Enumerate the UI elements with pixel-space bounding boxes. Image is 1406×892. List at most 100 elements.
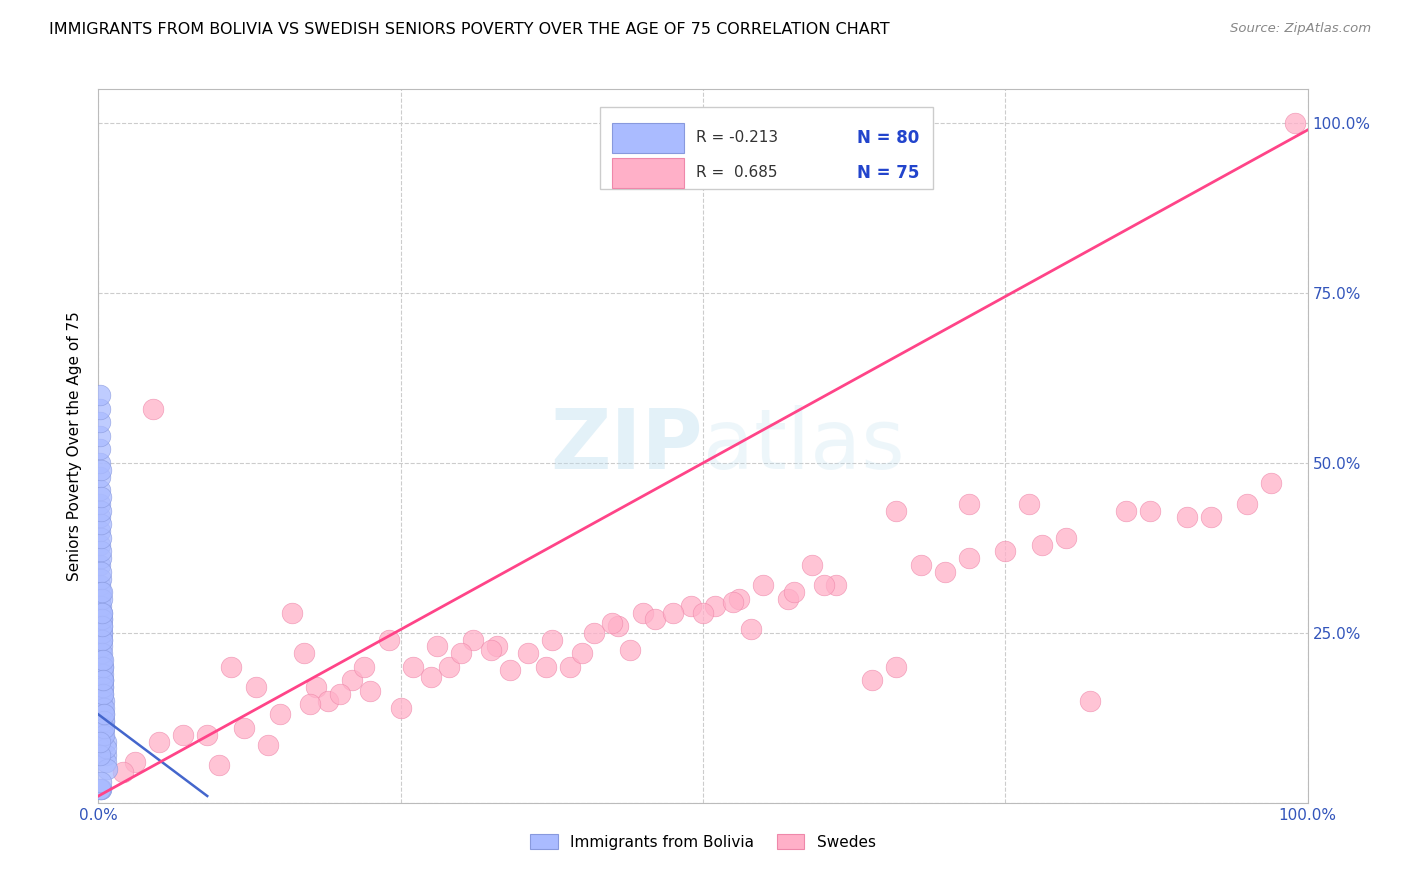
Point — [89, 578, 111, 592]
Point — [94, 734, 117, 748]
Point — [776, 591, 799, 606]
Point — [91, 591, 114, 606]
Point — [740, 623, 762, 637]
Point — [450, 646, 472, 660]
Point — [89, 388, 111, 402]
Text: R =  0.685: R = 0.685 — [696, 165, 778, 180]
Point — [498, 663, 520, 677]
Point — [90, 490, 112, 504]
Point — [89, 415, 111, 429]
Point — [93, 707, 115, 722]
Point — [94, 755, 117, 769]
Point — [111, 765, 134, 780]
Point — [90, 517, 112, 532]
Point — [90, 572, 112, 586]
Point — [89, 558, 111, 572]
Point — [299, 698, 322, 712]
Point — [463, 632, 485, 647]
FancyBboxPatch shape — [600, 107, 932, 189]
Point — [728, 591, 751, 606]
Point — [91, 646, 114, 660]
Point — [1284, 116, 1306, 130]
Point — [91, 666, 114, 681]
Point — [292, 646, 315, 660]
Point — [93, 707, 115, 722]
Point — [91, 728, 114, 742]
Point — [1054, 531, 1077, 545]
Point — [782, 585, 804, 599]
Point — [124, 755, 146, 769]
Point — [91, 687, 114, 701]
Point — [329, 687, 352, 701]
Point — [90, 646, 112, 660]
Point — [90, 544, 112, 558]
Point — [305, 680, 328, 694]
Point — [886, 503, 908, 517]
Text: atlas: atlas — [703, 406, 904, 486]
Point — [994, 544, 1017, 558]
Point — [91, 660, 114, 674]
Point — [89, 429, 111, 443]
Point — [1031, 537, 1053, 551]
Text: R = -0.213: R = -0.213 — [696, 130, 778, 145]
Point — [602, 615, 624, 630]
Point — [232, 721, 254, 735]
Point — [800, 558, 823, 572]
Point — [631, 606, 654, 620]
Point — [91, 673, 114, 688]
Point — [910, 558, 932, 572]
Point — [93, 721, 115, 735]
Point — [90, 782, 112, 797]
Point — [89, 537, 111, 551]
Point — [426, 640, 449, 654]
Point — [91, 606, 114, 620]
Point — [1236, 497, 1258, 511]
Point — [91, 612, 114, 626]
Point — [89, 442, 111, 457]
Point — [91, 680, 114, 694]
Point — [860, 673, 883, 688]
Point — [90, 585, 112, 599]
Point — [886, 660, 908, 674]
Text: N = 75: N = 75 — [856, 164, 920, 182]
Text: IMMIGRANTS FROM BOLIVIA VS SWEDISH SENIORS POVERTY OVER THE AGE OF 75 CORRELATIO: IMMIGRANTS FROM BOLIVIA VS SWEDISH SENIO… — [49, 22, 890, 37]
Point — [316, 694, 339, 708]
Point — [91, 632, 114, 647]
Point — [679, 599, 702, 613]
Point — [957, 551, 980, 566]
Point — [534, 660, 557, 674]
Point — [93, 728, 115, 742]
Point — [91, 694, 114, 708]
Point — [89, 401, 111, 416]
Point — [245, 680, 267, 694]
Point — [89, 782, 111, 797]
Point — [692, 606, 714, 620]
Point — [353, 660, 375, 674]
Point — [91, 632, 114, 647]
Point — [704, 599, 727, 613]
Point — [91, 612, 114, 626]
Point — [90, 599, 112, 613]
Point — [90, 606, 112, 620]
Point — [342, 673, 364, 688]
Text: ZIP: ZIP — [551, 406, 703, 486]
Point — [93, 714, 115, 729]
Point — [91, 700, 114, 714]
Text: N = 80: N = 80 — [856, 128, 918, 147]
Point — [661, 606, 683, 620]
Point — [402, 660, 425, 674]
Point — [89, 497, 111, 511]
Text: Source: ZipAtlas.com: Source: ZipAtlas.com — [1230, 22, 1371, 36]
Point — [91, 687, 114, 701]
Point — [1260, 476, 1282, 491]
Point — [1139, 503, 1161, 517]
Point — [89, 483, 111, 498]
Point — [89, 524, 111, 538]
Point — [752, 578, 775, 592]
Point — [94, 741, 117, 756]
Point — [377, 632, 399, 647]
Point — [437, 660, 460, 674]
Point — [957, 497, 980, 511]
Point — [96, 762, 118, 776]
Point — [583, 626, 606, 640]
